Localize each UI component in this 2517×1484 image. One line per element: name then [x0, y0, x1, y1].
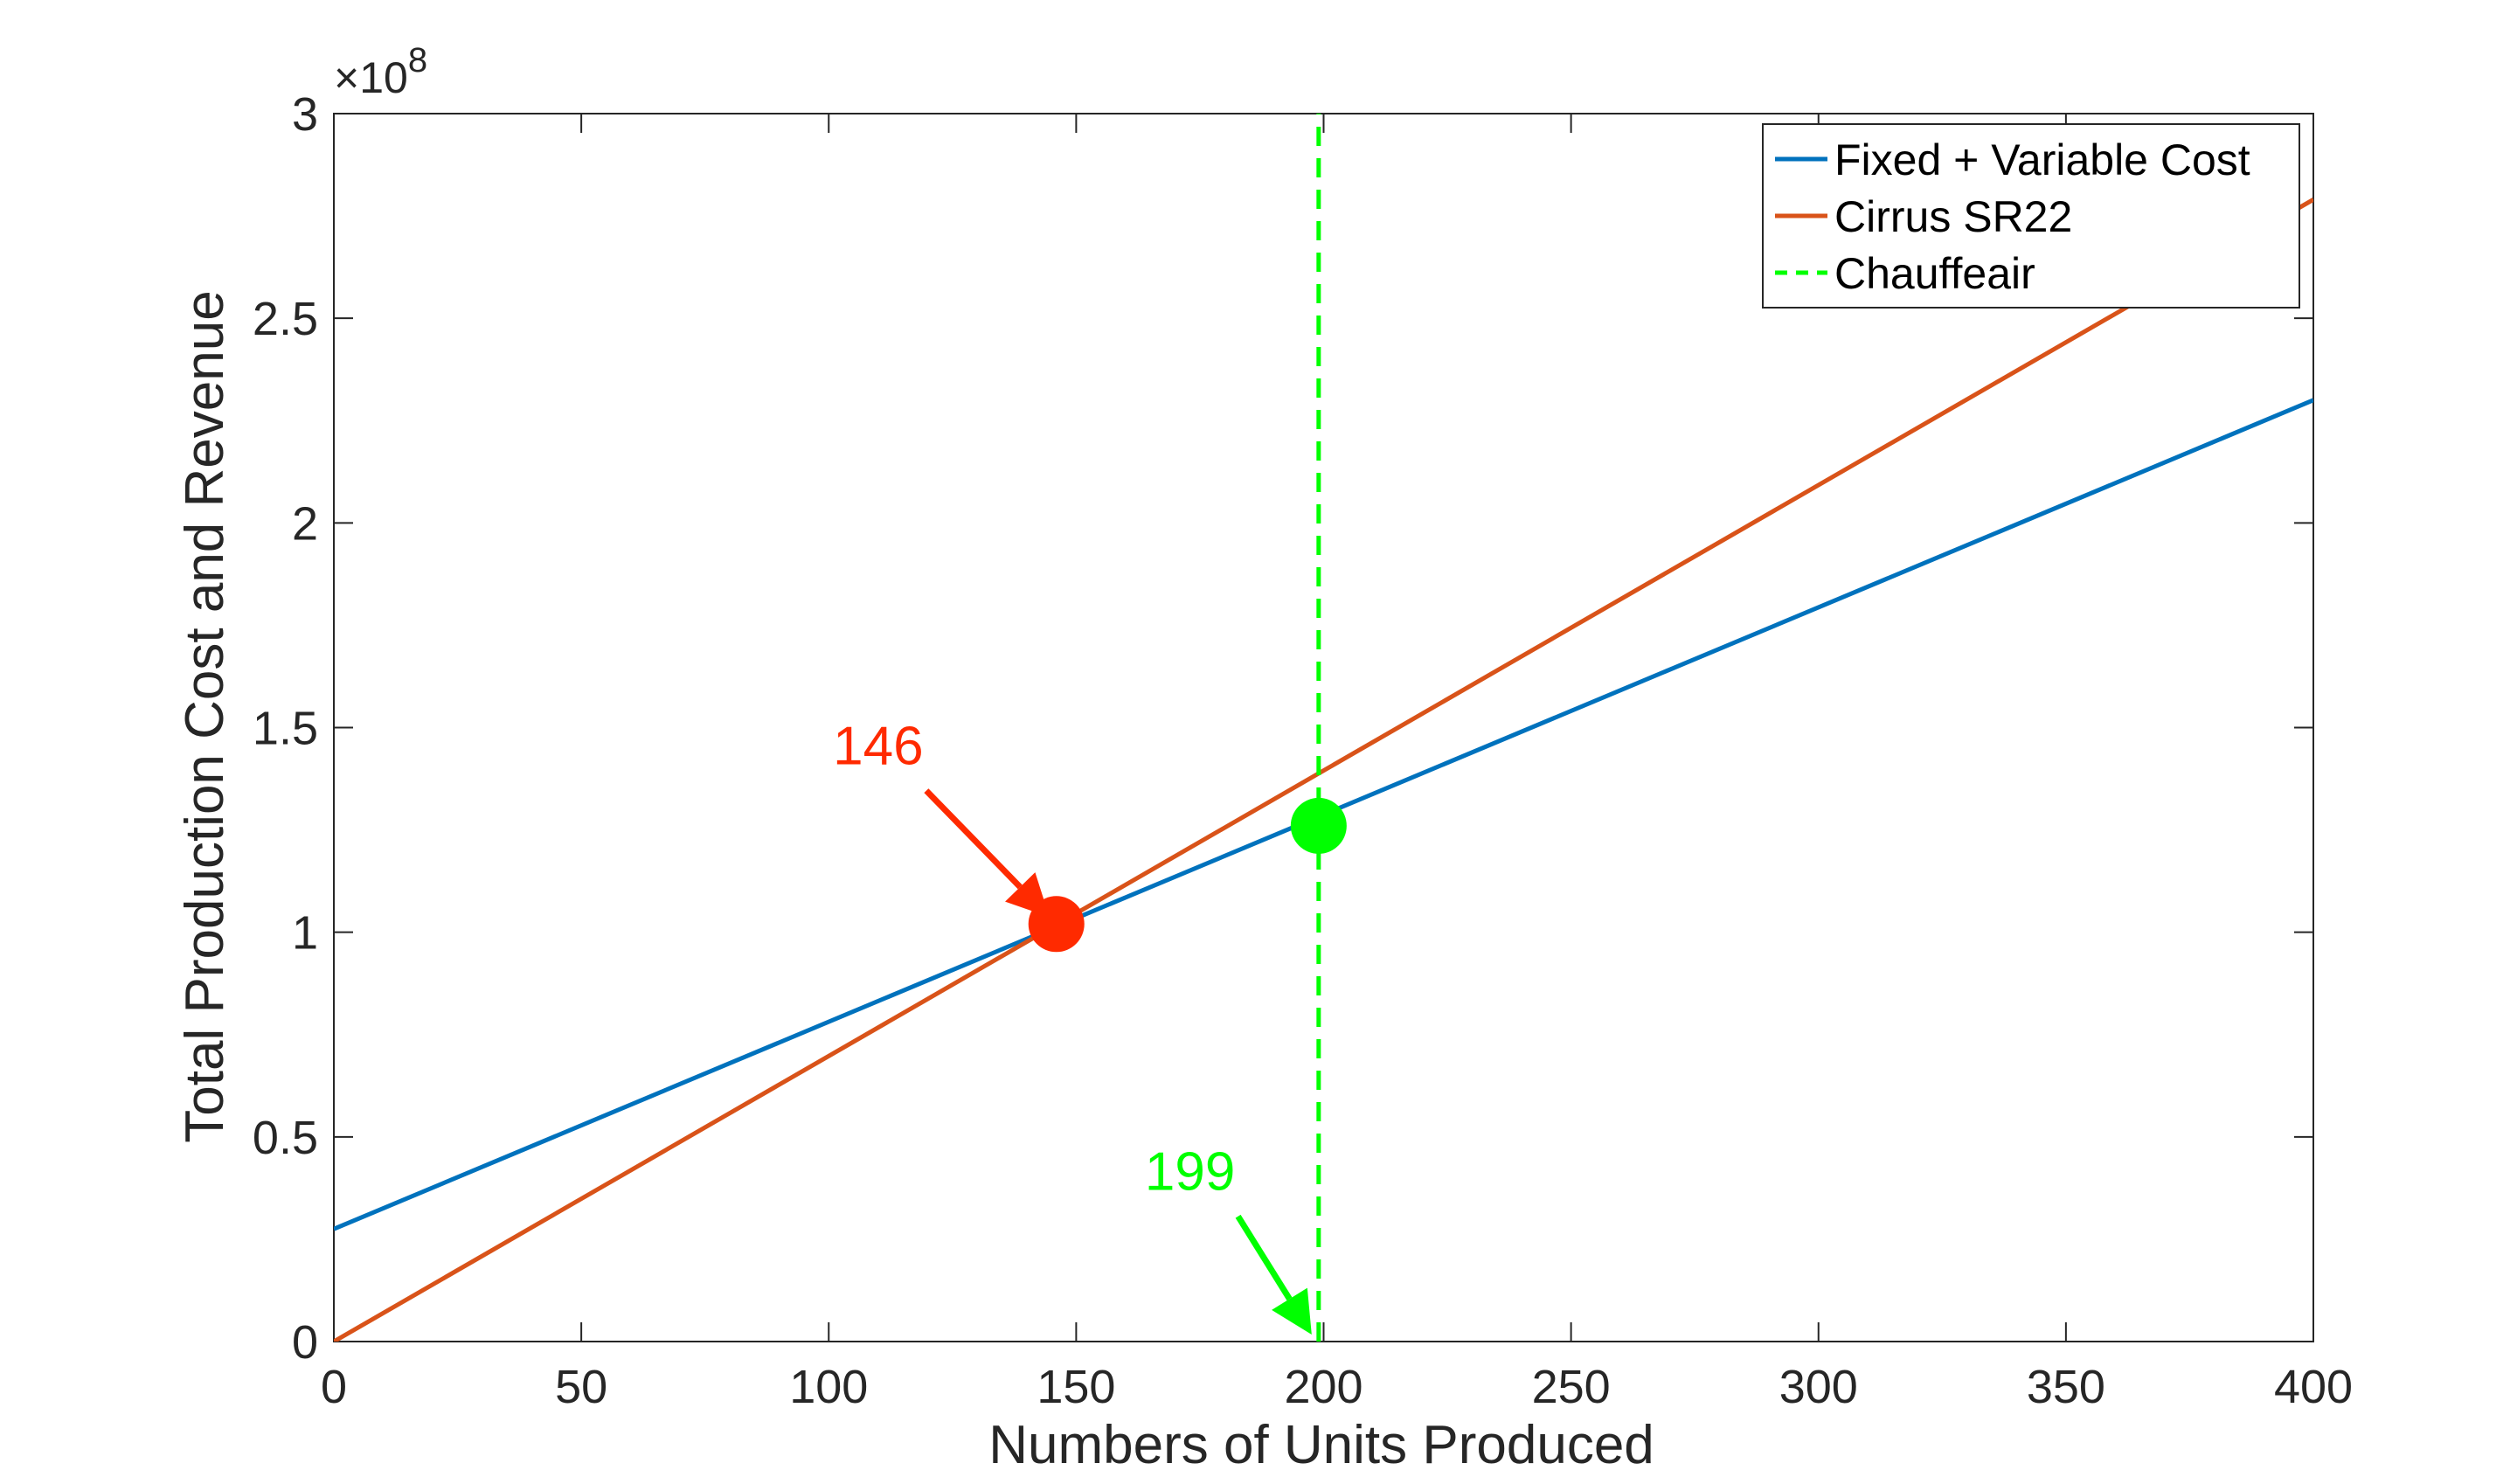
legend-box	[1762, 123, 2300, 309]
legend-label: Chauffeair	[1834, 249, 2035, 298]
axis-ticks: 0 50 100 150 200 250 300 350 400 0 0.5 1 1.5 2 2.5 3	[253, 88, 2353, 1413]
break-even-marker	[1290, 797, 1347, 854]
x-tick-label: 400	[2274, 1361, 2353, 1413]
y-axis-exponent: ×108	[334, 41, 427, 102]
x-tick-label: 250	[1532, 1361, 1611, 1413]
annotation-arrow-shaft	[924, 788, 1023, 890]
x-tick-label: 50	[555, 1361, 607, 1413]
x-tick-label: 100	[789, 1361, 868, 1413]
annotation-arrow-head	[1005, 872, 1050, 918]
y-tick-label: 2	[292, 497, 318, 550]
legend: Fixed + Variable Cost Cirrus SR22 Chauffea…	[1762, 123, 2300, 309]
y-tick-label: 3	[292, 88, 318, 141]
annotation-arrow-head	[1272, 1287, 1312, 1335]
x-axis-label: Numbers of Units Produced	[988, 1415, 1654, 1475]
annotation-label: 199	[1145, 1142, 1235, 1203]
annotation-arrow-shaft	[1235, 1214, 1293, 1301]
x-tick-label: 300	[1779, 1361, 1858, 1413]
y-tick-label: 0	[292, 1316, 318, 1369]
x-tick-label: 150	[1037, 1361, 1115, 1413]
series-line-cirrus-sr22	[334, 198, 2313, 1342]
plot-frame	[333, 113, 2314, 1342]
y-tick-label: 1	[292, 907, 318, 960]
annotation-label: 146	[833, 717, 923, 777]
y-axis-label: Total Production Cost and Revenue	[175, 290, 235, 1142]
y-tick-label: 1.5	[253, 703, 318, 755]
legend-label: Cirrus SR22	[1834, 192, 2072, 241]
x-tick-label: 200	[1284, 1361, 1363, 1413]
x-tick-label: 350	[2027, 1361, 2105, 1413]
annotation-layer: 146 199	[833, 717, 1312, 1335]
plot-area	[333, 113, 2314, 1342]
x-tick-label: 0	[321, 1361, 347, 1413]
y-tick-label: 0.5	[253, 1112, 318, 1164]
y-tick-label: 2.5	[253, 293, 318, 345]
legend-label: Fixed + Variable Cost	[1834, 135, 2250, 184]
